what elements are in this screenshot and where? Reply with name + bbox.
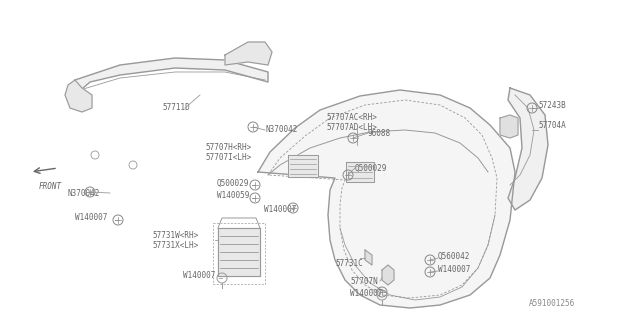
Polygon shape [365, 250, 372, 265]
Text: 57707AD<LH>: 57707AD<LH> [326, 124, 377, 132]
Text: FRONT: FRONT [38, 182, 61, 191]
Text: 57243B: 57243B [538, 101, 566, 110]
Text: W140007: W140007 [438, 265, 470, 274]
Polygon shape [225, 42, 272, 65]
Text: W140059: W140059 [217, 191, 250, 201]
Polygon shape [346, 162, 374, 182]
Polygon shape [258, 90, 515, 308]
Text: 57731C: 57731C [335, 259, 363, 268]
Polygon shape [75, 58, 268, 95]
Text: 96088: 96088 [368, 129, 391, 138]
Polygon shape [382, 265, 394, 285]
Text: 57711D: 57711D [162, 103, 189, 113]
Text: 57707N: 57707N [350, 276, 378, 285]
Text: 57731X<LH>: 57731X<LH> [152, 242, 198, 251]
Text: W140007: W140007 [183, 271, 216, 281]
Text: W140007: W140007 [350, 289, 382, 298]
Text: Q500029: Q500029 [355, 164, 387, 172]
Polygon shape [218, 228, 260, 276]
Text: Q560042: Q560042 [438, 252, 470, 260]
Polygon shape [65, 80, 92, 112]
Text: A591001256: A591001256 [529, 299, 575, 308]
Polygon shape [508, 88, 548, 210]
Text: 57707H<RH>: 57707H<RH> [205, 143, 252, 153]
Text: 57731W<RH>: 57731W<RH> [152, 231, 198, 241]
Text: N370042: N370042 [68, 188, 100, 197]
Polygon shape [288, 155, 318, 177]
Text: 57704A: 57704A [538, 122, 566, 131]
Polygon shape [500, 115, 518, 138]
Text: 57707AC<RH>: 57707AC<RH> [326, 114, 377, 123]
Text: Q500029: Q500029 [217, 179, 250, 188]
Text: N370042: N370042 [266, 125, 298, 134]
Text: W140007: W140007 [264, 205, 296, 214]
Text: 57707I<LH>: 57707I<LH> [205, 154, 252, 163]
Text: W140007: W140007 [75, 213, 108, 222]
